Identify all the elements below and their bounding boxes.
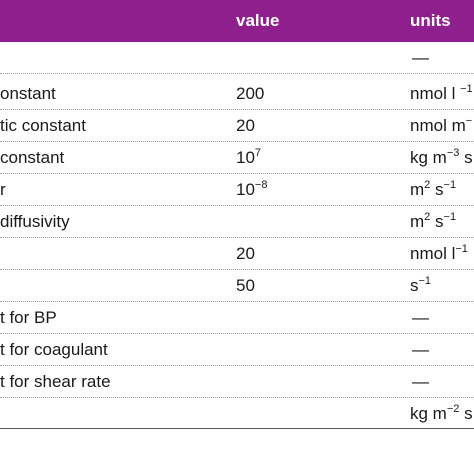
header-value: value — [236, 11, 280, 30]
table-row: kg m−2 s — [0, 398, 474, 430]
table-bottom-rule — [0, 428, 474, 429]
table-header: value units — [0, 0, 474, 42]
row-value: 50 — [236, 276, 255, 295]
table-row: t for BP — — [0, 302, 474, 334]
row-description: t for shear rate — [0, 372, 111, 391]
row-value: 107 — [236, 147, 262, 167]
row-units: — — [412, 308, 429, 327]
row-units: kg m−2 s — [410, 403, 473, 423]
row-units: kg m−3 s — [410, 147, 473, 167]
row-units: — — [412, 340, 429, 359]
header-units: units — [410, 11, 451, 30]
table-row: tic constant 20 nmol m− — [0, 110, 474, 142]
row-units: — — [412, 48, 429, 67]
table-row: 50 s−1 — [0, 270, 474, 302]
table-row: — — [0, 42, 474, 74]
row-units: m2 s−1 — [410, 211, 457, 231]
row-description: constant — [0, 148, 65, 167]
row-description: diffusivity — [0, 212, 70, 231]
row-value: 20 — [236, 244, 255, 263]
table-row: t for shear rate — — [0, 366, 474, 398]
row-description: t for BP — [0, 308, 57, 327]
table-row: diffusivity m2 s−1 — [0, 206, 474, 238]
row-units: m2 s−1 — [410, 179, 457, 199]
row-units: nmol l−1 — [410, 243, 468, 263]
table-row: constant 107 kg m−3 s — [0, 142, 474, 174]
row-value: 10−8 — [236, 179, 268, 199]
row-units: s−1 — [410, 275, 432, 295]
row-units: — — [412, 372, 429, 391]
row-description: tic constant — [0, 116, 86, 135]
row-description: t for coagulant — [0, 340, 108, 359]
row-value: 200 — [236, 84, 265, 103]
row-value: 20 — [236, 116, 255, 135]
table-row: r 10−8 m2 s−1 — [0, 174, 474, 206]
table-row: onstant 200 nmol l −1 — [0, 78, 474, 110]
row-units: nmol m− — [410, 115, 473, 135]
table-row: 20 nmol l−1 — [0, 238, 474, 270]
row-description: r — [0, 180, 6, 199]
row-units: nmol l −1 — [410, 83, 473, 103]
row-description: onstant — [0, 84, 56, 103]
table-row: t for coagulant — — [0, 334, 474, 366]
